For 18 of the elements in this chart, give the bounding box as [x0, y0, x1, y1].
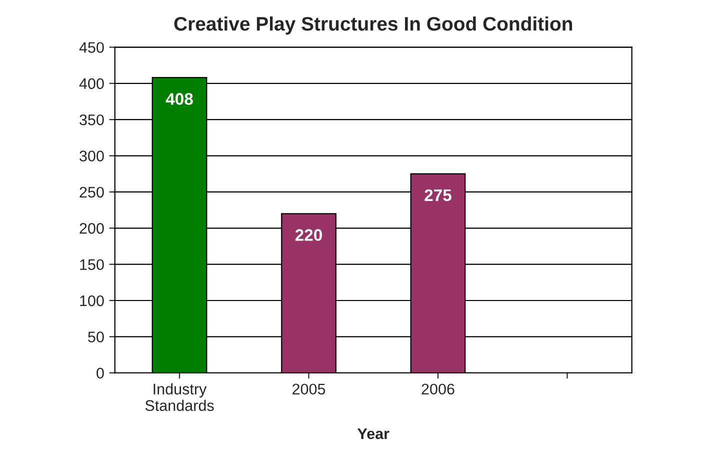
x-axis-title: Year [357, 428, 390, 440]
y-tick-label: 200 [80, 223, 104, 234]
y-tick-label: 150 [80, 259, 104, 270]
chart-title: Creative Play Structures In Good Condition [174, 16, 572, 35]
y-tick-label: 400 [79, 78, 104, 90]
y-tick-label: 50 [88, 332, 104, 342]
y-tick-label: 450 [79, 42, 104, 53]
data-label: 408 [166, 93, 193, 105]
y-tick-label: 250 [80, 186, 104, 198]
y-tick-label: 100 [80, 295, 104, 306]
x-tick-label: Industry Standards [145, 383, 214, 411]
data-label: 275 [424, 189, 452, 202]
data-label: 220 [295, 229, 322, 241]
x-tick-label: 2005 [292, 384, 326, 395]
x-tick-label: 2006 [422, 384, 454, 395]
y-tick-label: 350 [80, 114, 104, 126]
y-tick-label: 300 [80, 150, 104, 162]
y-tick-label: 0 [96, 368, 104, 379]
